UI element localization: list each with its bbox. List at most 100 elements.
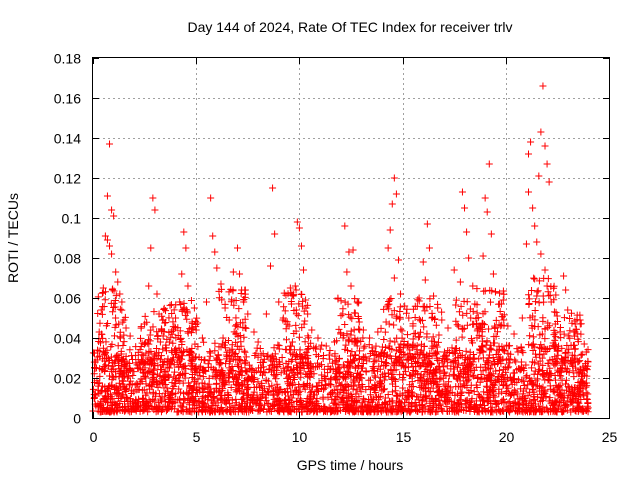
data-point: [411, 371, 419, 379]
data-point: [553, 384, 561, 392]
data-point: [366, 334, 374, 342]
data-point: [421, 276, 429, 284]
data-point: [122, 352, 130, 360]
data-point: [389, 380, 397, 388]
data-point: [118, 391, 126, 399]
data-point: [242, 324, 250, 332]
data-point: [294, 312, 302, 320]
data-point: [300, 365, 308, 373]
data-point: [544, 359, 552, 367]
data-point: [376, 352, 384, 360]
data-point: [526, 332, 534, 340]
data-point: [219, 334, 227, 342]
data-point: [280, 387, 288, 395]
data-point: [284, 373, 292, 381]
data-point: [454, 353, 462, 361]
data-point: [373, 351, 381, 359]
data-point: [431, 316, 439, 324]
data-point: [530, 395, 538, 403]
data-point: [291, 386, 299, 394]
data-point: [418, 408, 426, 416]
data-point: [262, 310, 270, 318]
data-point: [180, 369, 188, 377]
data-point: [541, 335, 549, 343]
data-point: [479, 252, 487, 260]
data-point: [417, 371, 425, 379]
data-point: [529, 312, 537, 320]
data-point: [490, 358, 498, 366]
data-point: [114, 395, 122, 403]
data-point: [198, 406, 206, 414]
data-point: [518, 314, 526, 322]
data-point: [507, 404, 515, 412]
data-point: [491, 324, 499, 332]
data-point: [385, 342, 393, 350]
data-point: [355, 393, 363, 401]
data-point: [388, 311, 396, 319]
data-point: [172, 334, 180, 342]
data-point: [268, 361, 276, 369]
data-point: [292, 356, 300, 364]
data-point: [472, 315, 480, 323]
data-point: [304, 332, 312, 340]
data-point: [126, 346, 134, 354]
data-point: [528, 358, 536, 366]
data-point: [428, 309, 436, 317]
data-point: [396, 303, 404, 311]
data-point: [102, 322, 110, 330]
data-point: [555, 398, 563, 406]
data-point: [229, 268, 237, 276]
data-point: [90, 358, 98, 366]
data-point: [492, 332, 500, 340]
data-point: [423, 351, 431, 359]
data-point: [474, 373, 482, 381]
data-point: [326, 347, 334, 355]
data-point: [219, 407, 227, 415]
data-point: [235, 356, 243, 364]
data-point: [166, 364, 173, 372]
data-point: [169, 318, 177, 326]
data-point: [109, 308, 117, 316]
data-point: [270, 390, 278, 398]
data-point: [518, 376, 526, 384]
data-point: [522, 373, 530, 381]
data-point: [416, 351, 424, 359]
data-point: [551, 376, 559, 384]
data-point: [471, 300, 479, 308]
data-point: [275, 345, 283, 353]
y-tick-label: 0.1: [62, 211, 82, 227]
data-point: [296, 351, 304, 359]
data-point: [278, 354, 286, 362]
data-point: [177, 407, 185, 415]
data-point: [539, 370, 547, 378]
data-point: [463, 363, 471, 371]
data-point: [165, 358, 173, 366]
data-point: [160, 374, 168, 382]
data-point: [567, 309, 575, 317]
data-point: [262, 391, 270, 399]
data-point: [254, 378, 262, 386]
data-point: [175, 385, 183, 393]
data-point: [361, 403, 369, 411]
data-point: [382, 372, 390, 380]
data-point: [371, 372, 379, 380]
data-point: [509, 375, 517, 383]
data-point: [210, 406, 218, 414]
data-point: [414, 359, 422, 367]
data-point: [522, 240, 530, 248]
data-point: [279, 316, 287, 324]
data-point: [141, 372, 149, 380]
data-point: [122, 324, 130, 332]
data-point: [347, 404, 355, 412]
data-point: [546, 382, 554, 390]
data-point: [228, 296, 236, 304]
data-point: [113, 401, 121, 409]
data-point: [201, 366, 209, 374]
data-point: [267, 355, 275, 363]
data-point: [388, 370, 396, 378]
data-point: [570, 373, 578, 381]
data-point: [384, 404, 392, 412]
data-point: [240, 347, 248, 355]
data-point: [166, 301, 174, 309]
data-point: [346, 371, 354, 379]
